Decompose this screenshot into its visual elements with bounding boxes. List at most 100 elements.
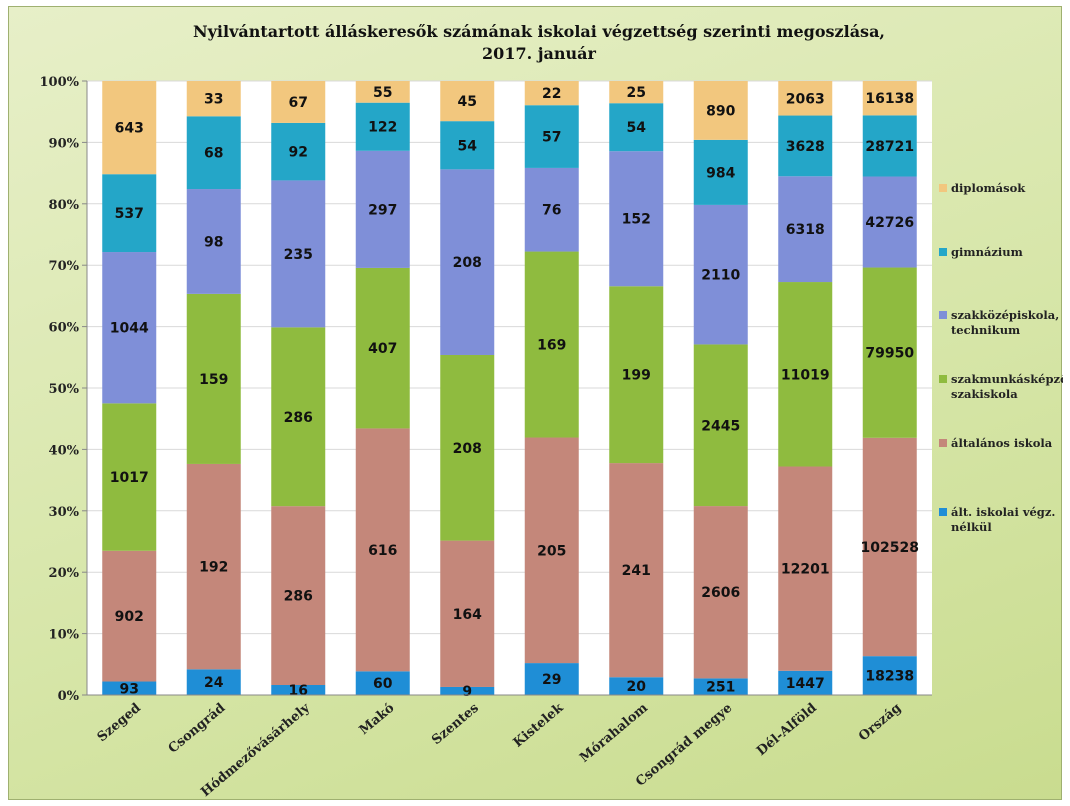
data-label: 1447 bbox=[786, 676, 825, 692]
bar-segment bbox=[693, 344, 748, 507]
legend-label: ált. iskolai végz. bbox=[951, 505, 1055, 519]
bar-segment bbox=[862, 115, 917, 177]
x-category-label: Csongrád bbox=[166, 701, 229, 757]
bar-segment bbox=[609, 151, 664, 287]
legend-swatch bbox=[939, 439, 947, 447]
data-label: 11019 bbox=[781, 367, 830, 383]
bar-segment bbox=[102, 550, 157, 682]
data-label: 169 bbox=[537, 338, 566, 354]
data-label: 92 bbox=[289, 145, 308, 161]
bar-segment bbox=[524, 167, 579, 252]
data-label: 159 bbox=[199, 372, 228, 388]
bar-segment bbox=[693, 81, 748, 140]
bar-segment bbox=[440, 81, 495, 122]
data-label: 2063 bbox=[786, 91, 825, 107]
bar-segment bbox=[186, 293, 241, 464]
data-label: 102528 bbox=[861, 540, 919, 556]
bar-segment bbox=[440, 169, 495, 355]
legend-swatch bbox=[939, 508, 947, 516]
bar-segment bbox=[440, 540, 495, 687]
data-label: 208 bbox=[453, 255, 482, 271]
y-tick-label: 100% bbox=[40, 75, 80, 90]
bar-segment bbox=[693, 678, 748, 695]
y-tick-label: 30% bbox=[49, 505, 80, 520]
legend-label: gimnázium bbox=[951, 245, 1023, 259]
x-category-label: Szentes bbox=[429, 701, 482, 749]
legend-label: szakiskola bbox=[951, 387, 1018, 401]
bar-segment bbox=[102, 81, 157, 175]
bar-segment bbox=[862, 81, 917, 116]
bar-segment bbox=[524, 251, 579, 438]
bar-segment bbox=[862, 656, 917, 695]
bar-segment bbox=[778, 466, 833, 671]
y-tick-label: 70% bbox=[49, 259, 80, 274]
y-tick-label: 20% bbox=[49, 566, 80, 581]
bar-segment bbox=[355, 671, 410, 695]
bar-segment bbox=[355, 81, 410, 103]
bar-segment bbox=[440, 121, 495, 170]
data-label: 25 bbox=[627, 85, 646, 101]
x-category-label: Makó bbox=[357, 700, 398, 738]
bar-segment bbox=[355, 428, 410, 672]
data-label: 984 bbox=[706, 165, 735, 181]
data-label: 537 bbox=[115, 206, 144, 222]
data-label: 79950 bbox=[865, 346, 914, 362]
data-label: 208 bbox=[453, 441, 482, 457]
data-label: 407 bbox=[368, 341, 397, 357]
bar-segment bbox=[778, 115, 833, 177]
data-label: 616 bbox=[368, 543, 397, 559]
data-label: 24 bbox=[204, 675, 224, 691]
bar-segment bbox=[778, 176, 833, 283]
chart-frame: Nyilvántartott álláskeresők számának isk… bbox=[8, 6, 1064, 800]
x-category-label: Dél-Alföld bbox=[754, 701, 820, 760]
bar-segment bbox=[524, 81, 579, 106]
data-label: 76 bbox=[542, 203, 561, 219]
bar-segment bbox=[524, 663, 579, 695]
bar-segment bbox=[102, 681, 157, 695]
legend-label: technikum bbox=[951, 323, 1020, 337]
data-label: 60 bbox=[373, 676, 393, 692]
data-label: 251 bbox=[706, 680, 735, 696]
data-label: 235 bbox=[284, 247, 313, 263]
legend-swatch bbox=[939, 375, 947, 383]
legend-swatch bbox=[939, 248, 947, 256]
bar-segment bbox=[778, 282, 833, 467]
legend-swatch bbox=[939, 311, 947, 319]
data-label: 2606 bbox=[701, 585, 740, 601]
legend-label: szakmunkásképző, bbox=[951, 372, 1063, 386]
data-label: 20 bbox=[627, 679, 647, 695]
bar-segment bbox=[355, 267, 410, 429]
bar-segment bbox=[440, 686, 495, 695]
data-label: 241 bbox=[622, 563, 651, 579]
x-category-label: Kistelek bbox=[511, 700, 567, 751]
bar-segment bbox=[862, 176, 917, 268]
bar-segment bbox=[271, 180, 326, 328]
data-label: 42726 bbox=[865, 215, 914, 231]
bar-segment bbox=[102, 174, 157, 253]
data-label: 297 bbox=[368, 202, 397, 218]
bar-segment bbox=[609, 677, 664, 695]
stacked-bar-chart: Nyilvántartott álláskeresők számának isk… bbox=[40, 22, 1064, 800]
bar-segment bbox=[778, 81, 833, 116]
data-label: 93 bbox=[120, 681, 139, 697]
data-label: 55 bbox=[373, 85, 392, 101]
data-label: 1017 bbox=[110, 470, 149, 486]
bar-segment bbox=[693, 139, 748, 205]
y-tick-label: 80% bbox=[49, 198, 80, 213]
data-label: 902 bbox=[115, 609, 144, 625]
bar-segment bbox=[186, 189, 241, 294]
data-label: 3628 bbox=[786, 139, 825, 155]
y-axis: 0% 10% 20% 30% 40% 50% 60% 70% 80% 90% 100% bbox=[40, 75, 932, 704]
legend-label: szakközépiskola, bbox=[951, 308, 1059, 322]
data-label: 6318 bbox=[786, 222, 825, 238]
data-label: 152 bbox=[622, 212, 651, 228]
data-label: 1044 bbox=[110, 321, 149, 337]
bar-segment bbox=[862, 437, 917, 657]
bar-segment bbox=[102, 252, 157, 404]
data-label: 29 bbox=[542, 672, 561, 688]
legend-label: általános iskola bbox=[951, 436, 1053, 450]
data-label: 192 bbox=[199, 560, 228, 576]
data-label: 54 bbox=[627, 120, 647, 136]
bar-segment bbox=[693, 506, 748, 679]
x-category-label: Ország bbox=[856, 701, 904, 745]
